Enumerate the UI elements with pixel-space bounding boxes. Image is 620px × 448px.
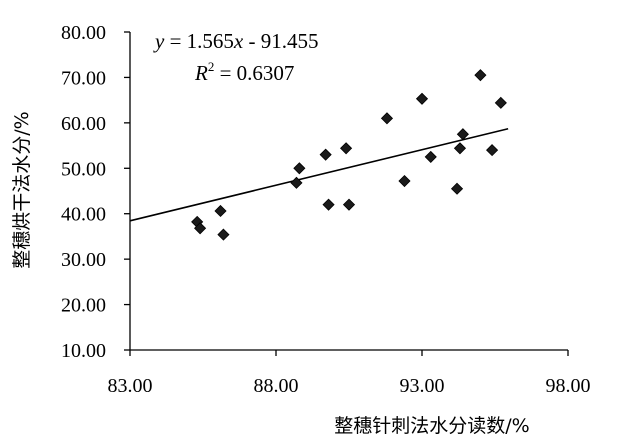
y-axis-title: 整穗烘干法水分/% — [11, 111, 33, 268]
data-point — [322, 198, 335, 211]
data-point — [453, 142, 467, 155]
ticks: 10.00 20.00 30.00 40.00 50.00 60.00 70.00 80.00… — [61, 22, 591, 397]
x-tick-label: 88.00 — [254, 375, 299, 397]
trendline-group — [129, 127, 509, 222]
data-point — [217, 228, 230, 241]
r-squared: R2 = 0.6307 — [194, 59, 294, 85]
data-point — [450, 182, 464, 195]
y-tick-label: 20.00 — [61, 295, 106, 317]
data-point — [474, 69, 487, 82]
data-point — [415, 92, 429, 105]
r2-label: R — [194, 61, 208, 85]
data-point — [290, 176, 303, 189]
equation-slope: = 1.565 — [164, 29, 234, 53]
x-tick-label: 98.00 — [546, 375, 591, 397]
data-point — [194, 222, 207, 235]
y-tick-label: 80.00 — [61, 22, 106, 44]
y-tick-label: 60.00 — [61, 113, 106, 135]
y-tick-label: 50.00 — [61, 158, 106, 180]
x-axis-title: 整穗针刺法水分读数/% — [334, 415, 529, 437]
data-point — [494, 96, 507, 109]
data-point — [398, 174, 411, 188]
x-tick-label: 83.00 — [108, 375, 153, 397]
y-tick-label: 40.00 — [61, 204, 106, 226]
data-point — [456, 128, 469, 141]
data-point — [214, 204, 227, 218]
equation-intercept: - 91.455 — [243, 29, 318, 53]
y-tick-label: 30.00 — [61, 249, 106, 271]
x-tick-label: 93.00 — [400, 375, 445, 397]
y-tick-label: 10.00 — [61, 340, 106, 362]
data-point — [342, 198, 356, 211]
data-point — [293, 162, 306, 175]
y-tick-label: 70.00 — [61, 67, 106, 89]
data-point — [380, 112, 394, 125]
data-point — [340, 142, 353, 155]
data-point — [486, 144, 499, 157]
r2-superscript: 2 — [208, 59, 215, 74]
data-point — [319, 148, 332, 161]
points-group — [191, 69, 507, 241]
r2-value: = 0.6307 — [214, 61, 294, 85]
data-point — [424, 150, 437, 163]
axes — [129, 32, 568, 351]
equation-y: y — [153, 29, 165, 53]
regression-equation: y = 1.565x - 91.455 — [153, 29, 319, 53]
trendline — [129, 127, 509, 222]
equation-x: x — [233, 29, 244, 53]
